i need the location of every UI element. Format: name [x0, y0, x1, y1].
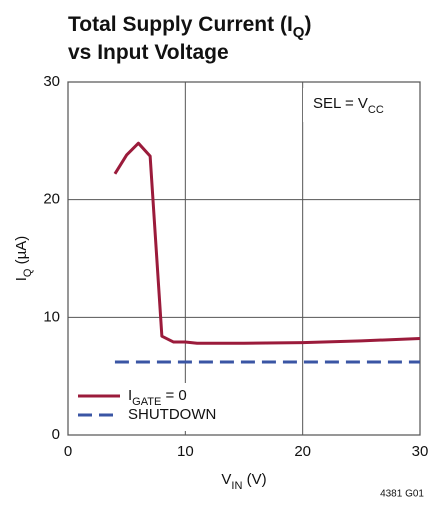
text-part: V: [221, 471, 231, 488]
text-part: Q: [22, 268, 34, 277]
text-part: Total Supply Current (I: [68, 13, 293, 36]
text-part: IN: [231, 480, 242, 492]
legend-label: SHUTDOWN: [128, 406, 216, 423]
y-tick-label: 30: [43, 73, 60, 90]
text-part: CC: [368, 104, 384, 116]
y-tick-label: 20: [43, 191, 60, 208]
chart-title: Total Supply Current (IQ): [68, 13, 311, 42]
x-tick-label: 10: [177, 443, 194, 460]
text-part: SHUTDOWN: [128, 406, 216, 423]
text-part: ): [304, 13, 311, 36]
text-part: I: [13, 277, 30, 281]
text-part: Q: [293, 24, 305, 41]
text-part: GATE: [132, 396, 161, 408]
plot-frame: [67, 81, 421, 436]
legend-label: IGATE = 0: [128, 387, 187, 408]
series-line: [113, 141, 421, 345]
text-part: vs Input Voltage: [68, 41, 229, 64]
x-tick-label: 0: [64, 443, 72, 460]
y-tick-label: 0: [52, 426, 60, 443]
y-tick-label: 10: [43, 308, 60, 325]
x-tick-label: 30: [412, 443, 429, 460]
chart-title: vs Input Voltage: [68, 41, 229, 64]
y-axis-label: IQ (µA): [13, 236, 34, 282]
text-part: SEL = V: [313, 95, 368, 112]
footnote: 4381 G01: [380, 489, 424, 500]
annotation: SEL = VCC: [313, 95, 384, 116]
text-part: (µA): [13, 236, 30, 269]
text-part: I: [128, 387, 132, 404]
legend-box: [70, 383, 228, 431]
x-axis-label: VIN (V): [221, 471, 266, 492]
text-part: = 0: [161, 387, 186, 404]
text-part: (V): [242, 471, 266, 488]
annotation-box: [303, 88, 407, 122]
x-tick-label: 20: [294, 443, 311, 460]
